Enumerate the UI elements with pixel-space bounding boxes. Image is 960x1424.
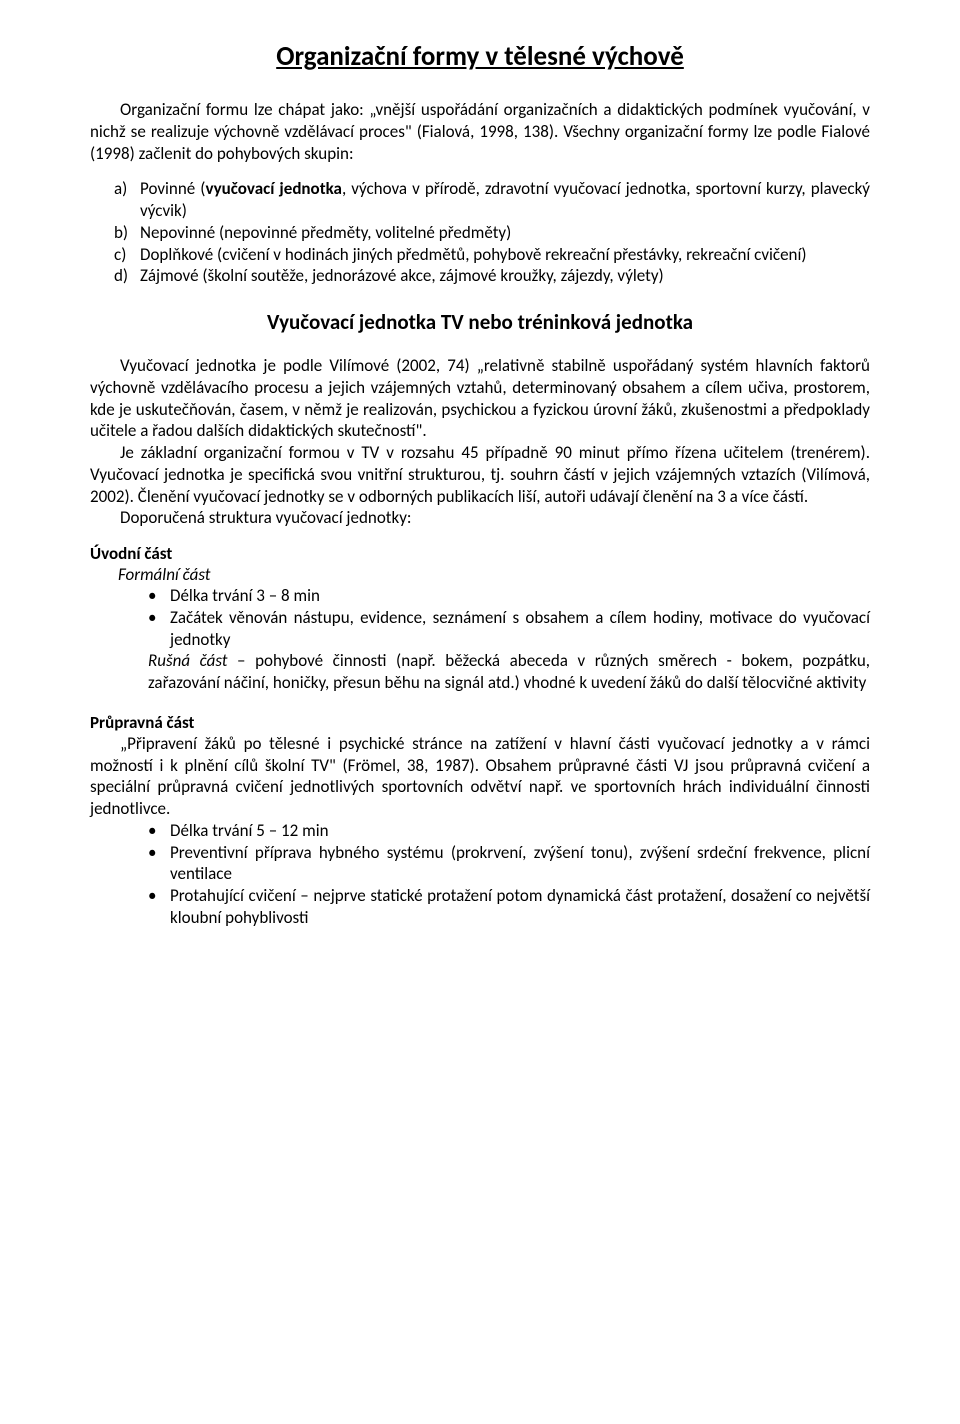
body-paragraph: Doporučená struktura vyučovací jednotky: bbox=[90, 507, 870, 529]
list-item: a)Povinné (vyučovací jednotka, výchova v… bbox=[90, 178, 870, 222]
list-item: d)Zájmové (školní soutěže, jednorázové a… bbox=[90, 265, 870, 287]
uvodni-heading: Úvodní část bbox=[90, 543, 870, 564]
prupravna-heading: Průpravná část bbox=[90, 712, 870, 733]
page-title: Organizační formy v tělesné výchově bbox=[90, 40, 870, 73]
list-item: Délka trvání 5 – 12 min bbox=[90, 820, 870, 842]
rusna-label: Rušná část bbox=[148, 650, 227, 671]
list-item: Začátek věnován nástupu, evidence, sezná… bbox=[90, 607, 870, 651]
list-item: Protahující cvičení – nejprve statické p… bbox=[90, 885, 870, 929]
rusna-text: – pohybové činnosti (např. běžecká abece… bbox=[148, 650, 870, 693]
body-paragraph: Je základní organizační formou v TV v ro… bbox=[90, 442, 870, 507]
list-marker: a) bbox=[114, 178, 140, 200]
section-subtitle: Vyučovací jednotka TV nebo tréninková je… bbox=[90, 309, 870, 335]
prupravna-intro: „Připravení žáků po tělesné i psychické … bbox=[90, 733, 870, 820]
list-marker: d) bbox=[114, 265, 140, 287]
formalni-label: Formální část bbox=[118, 564, 870, 585]
list-item: b)Nepovinné (nepovinné předměty, volitel… bbox=[90, 222, 870, 244]
prupravna-bullets: Délka trvání 5 – 12 min Preventivní příp… bbox=[90, 820, 870, 929]
list-marker: b) bbox=[114, 222, 140, 244]
list-item: c)Doplňkové (cvičení v hodinách jiných p… bbox=[90, 244, 870, 266]
uvodni-bullets: Délka trvání 3 – 8 min Začátek věnován n… bbox=[90, 585, 870, 650]
list-item: Délka trvání 3 – 8 min bbox=[90, 585, 870, 607]
list-item: Preventivní příprava hybného systému (pr… bbox=[90, 842, 870, 886]
ordered-list-letters: a)Povinné (vyučovací jednotka, výchova v… bbox=[90, 178, 870, 287]
body-paragraph: Vyučovací jednotka je podle Vilímové (20… bbox=[90, 355, 870, 442]
list-marker: c) bbox=[114, 244, 140, 266]
intro-paragraph: Organizační formu lze chápat jako: „vněj… bbox=[90, 99, 870, 164]
rusna-cast: Rušná část – pohybové činnosti (např. bě… bbox=[148, 650, 870, 694]
